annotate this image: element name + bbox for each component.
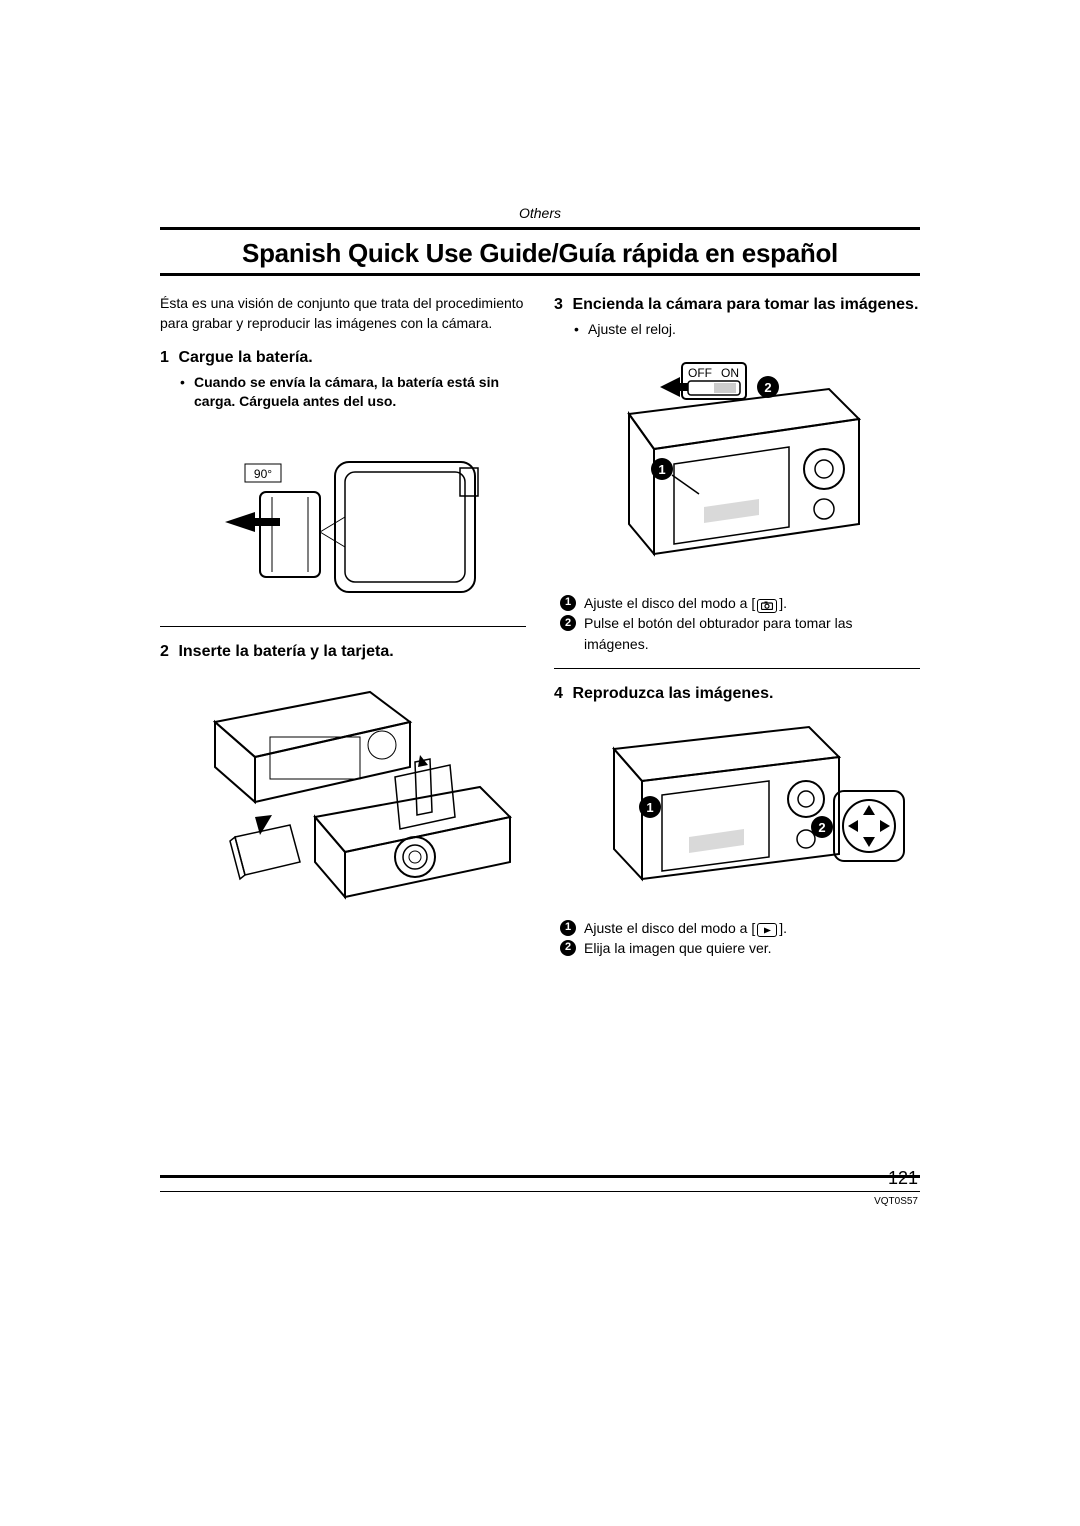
step-1-heading: 1 Cargue la batería. (160, 347, 526, 369)
step-1-bullet: • Cuando se envía la cámara, la batería … (160, 373, 526, 412)
figure-turn-on-camera: OFF ON 1 2 (554, 349, 920, 579)
ninety-degree-label: 90° (254, 467, 272, 481)
camera-mode-icon (757, 599, 777, 613)
title-rule-bottom (160, 273, 920, 276)
step-4-title: Reproduzca las imágenes. (572, 685, 773, 702)
circled-one-icon: 1 (560, 595, 576, 611)
step-1-number: 1 (160, 347, 174, 369)
step-3-heading: 3 Encienda la cámara para tomar las imág… (554, 294, 920, 316)
step-2-heading: 2 Inserte la batería y la tarjeta. (160, 641, 526, 663)
svg-text:2: 2 (818, 820, 825, 835)
divider-after-step1 (160, 626, 526, 627)
page-title: Spanish Quick Use Guide/Guía rápida en e… (160, 238, 920, 269)
play-mode-icon (757, 923, 777, 937)
footer-rule-thin (160, 1191, 920, 1192)
figure-insert-battery (160, 667, 526, 917)
step-3-bullet-text: Ajuste el reloj. (588, 320, 676, 340)
intro-paragraph: Ésta es una visión de conjunto que trata… (160, 294, 526, 333)
figure-playback: 1 2 (554, 709, 920, 904)
step-2-title: Inserte la batería y la tarjeta. (178, 643, 393, 660)
figure-charge-battery: 90° (160, 422, 526, 612)
step-4-number: 4 (554, 683, 568, 705)
step-4-note-1: Ajuste el disco del modo a []. (584, 918, 787, 938)
right-column: 3 Encienda la cámara para tomar las imág… (554, 294, 920, 972)
page-content: Others Spanish Quick Use Guide/Guía rápi… (160, 205, 920, 972)
circled-two-icon: 2 (560, 615, 576, 631)
step-1-bullet-text: Cuando se envía la cámara, la batería es… (194, 373, 526, 412)
two-column-layout: Ésta es una visión de conjunto que trata… (160, 294, 920, 972)
svg-text:1: 1 (658, 462, 665, 477)
title-rule-top (160, 227, 920, 230)
divider-after-step3 (554, 668, 920, 669)
switch-on-label: ON (721, 366, 739, 380)
svg-text:2: 2 (764, 380, 771, 395)
step-4-notes: 1 Ajuste el disco del modo a []. 2 Elija… (554, 918, 920, 959)
circled-two-icon: 2 (560, 940, 576, 956)
step-3-number: 3 (554, 294, 568, 316)
bullet-dot-icon: • (574, 320, 582, 340)
step-4-note-2: Elija la imagen que quiere ver. (584, 938, 772, 958)
step-2-number: 2 (160, 641, 174, 663)
step-3-notes: 1 Ajuste el disco del modo a []. 2 Pulse… (554, 593, 920, 654)
bullet-dot-icon: • (180, 373, 188, 412)
step-3-note-2: Pulse el botón del obturador para tomar … (584, 613, 920, 654)
switch-off-label: OFF (688, 366, 712, 380)
section-header: Others (160, 205, 920, 221)
step-1-title: Cargue la batería. (178, 349, 312, 366)
circled-one-icon: 1 (560, 920, 576, 936)
document-code: VQT0S57 (160, 1196, 920, 1207)
step-4-heading: 4 Reproduzca las imágenes. (554, 683, 920, 705)
page-number: 121 (160, 1168, 920, 1189)
left-column: Ésta es una visión de conjunto que trata… (160, 294, 526, 972)
svg-text:1: 1 (646, 800, 653, 815)
step-3-note-1: Ajuste el disco del modo a []. (584, 593, 787, 613)
step-3-bullet: • Ajuste el reloj. (554, 320, 920, 340)
step-3-title: Encienda la cámara para tomar las imágen… (572, 296, 918, 313)
page-footer: 121 VQT0S57 (160, 1175, 920, 1207)
